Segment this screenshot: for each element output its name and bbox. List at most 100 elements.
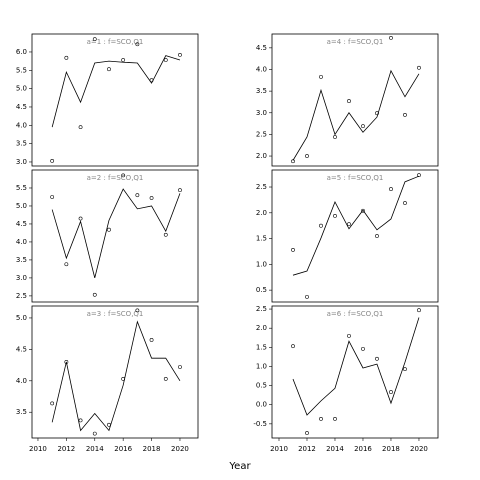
data-point — [135, 308, 140, 313]
data-point — [417, 173, 421, 178]
data-point — [375, 111, 379, 116]
data-point — [375, 234, 379, 238]
x-tick-label: 2014 — [326, 445, 344, 453]
data-point — [78, 216, 83, 221]
panel-frame — [271, 305, 439, 439]
data-point — [291, 344, 295, 349]
data-point — [333, 135, 337, 139]
data-point — [291, 159, 295, 164]
y-tick-label: 5.0 — [16, 202, 27, 210]
y-tick-label: 5.5 — [16, 184, 27, 192]
data-point — [92, 292, 97, 297]
y-tick-label: 5.0 — [16, 314, 27, 322]
y-tick-label: 4.5 — [256, 44, 267, 52]
data-point — [319, 416, 323, 421]
data-point — [121, 58, 126, 62]
x-tick-label: 2016 — [354, 445, 372, 453]
y-tick-label: 2.0 — [256, 324, 267, 332]
data-point — [178, 365, 182, 369]
y-tick-label: 2.5 — [256, 305, 267, 313]
data-point — [178, 53, 182, 57]
panel-title: a=5 : f=SCO,Q1 — [327, 174, 384, 182]
data-point — [163, 58, 168, 62]
y-tick-label: 5.0 — [16, 85, 27, 93]
data-point — [64, 55, 69, 60]
data-point — [78, 125, 83, 130]
data-point — [50, 401, 55, 406]
fit-line — [51, 55, 181, 128]
data-point — [50, 195, 55, 199]
y-tick-label: 4.0 — [16, 377, 27, 385]
data-point — [319, 223, 323, 228]
x-tick-label: 2018 — [382, 445, 400, 453]
data-point — [347, 99, 351, 103]
y-tick-label: 4.5 — [16, 220, 27, 228]
panel-frame — [31, 33, 199, 167]
y-tick-label: 0.5 — [256, 382, 267, 390]
fit-line — [292, 317, 420, 416]
data-point — [389, 187, 393, 191]
data-point — [121, 173, 126, 178]
x-tick-label: 2020 — [410, 445, 428, 453]
data-point — [135, 42, 140, 47]
y-tick-label: 2.0 — [256, 209, 267, 217]
y-tick-label: 3.5 — [16, 408, 27, 416]
fit-line — [51, 188, 181, 278]
data-point — [50, 158, 55, 163]
y-tick-label: 3.0 — [16, 158, 27, 166]
panel-frame — [271, 169, 439, 303]
data-point — [319, 74, 323, 79]
data-point — [347, 222, 351, 227]
panel-frame — [31, 169, 199, 303]
data-point — [361, 346, 365, 351]
y-tick-label: 2.0 — [256, 152, 267, 160]
data-point — [361, 208, 365, 213]
data-point — [361, 124, 365, 129]
y-tick-label: 2.5 — [16, 292, 27, 300]
data-point — [333, 213, 337, 218]
y-tick-label: 4.0 — [16, 238, 27, 246]
y-tick-label: 4.5 — [16, 103, 27, 111]
panel-title: a=6 : f=SCO,Q1 — [327, 310, 384, 318]
data-point — [121, 377, 126, 381]
data-point — [107, 67, 111, 72]
x-tick-label: 2014 — [86, 445, 104, 453]
data-point — [92, 37, 97, 42]
data-point — [163, 232, 168, 237]
data-point — [163, 377, 168, 381]
data-point — [64, 262, 69, 267]
y-tick-label: 1.0 — [256, 260, 267, 268]
y-tick-label: 3.0 — [256, 109, 267, 117]
data-point — [417, 65, 421, 70]
y-tick-label: 5.5 — [16, 66, 27, 74]
panel-title: a=1 : f=SCO,Q1 — [87, 38, 144, 46]
data-point — [149, 78, 154, 83]
data-point — [107, 227, 111, 232]
data-point — [305, 431, 309, 435]
x-tick-label: 2016 — [114, 445, 132, 453]
data-point — [64, 360, 69, 364]
data-point — [178, 188, 182, 193]
fit-line — [292, 175, 420, 276]
y-tick-label: 4.5 — [16, 345, 27, 353]
fit-line — [292, 69, 420, 161]
x-tick-label: 2020 — [171, 445, 189, 453]
data-point — [92, 431, 97, 436]
y-tick-label: 3.5 — [256, 87, 267, 95]
data-point — [403, 201, 407, 205]
y-tick-label: 4.0 — [16, 121, 27, 129]
data-point — [149, 196, 154, 200]
panel-title: a=3 : f=SCO,Q1 — [87, 310, 144, 318]
x-axis-label: Year — [228, 461, 251, 472]
panel-title: a=4 : f=SCO,Q1 — [327, 38, 384, 46]
fit-line — [51, 320, 181, 432]
panel-frame — [31, 305, 199, 439]
data-point — [417, 308, 421, 313]
data-point — [403, 367, 407, 372]
data-point — [389, 35, 393, 40]
y-tick-label: 1.5 — [256, 235, 267, 243]
data-point — [305, 294, 309, 299]
data-point — [333, 416, 337, 421]
x-tick-label: 2012 — [57, 445, 75, 453]
